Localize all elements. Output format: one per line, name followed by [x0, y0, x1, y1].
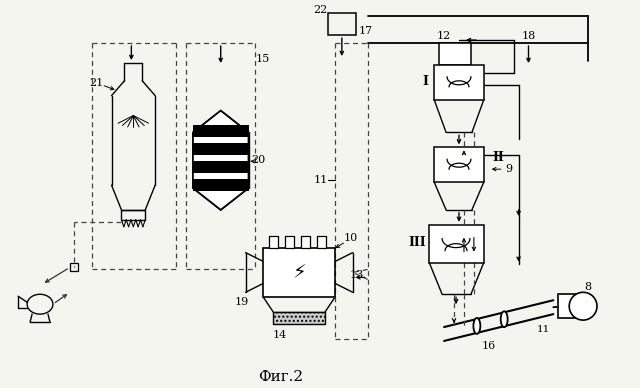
- Bar: [439, 43, 471, 65]
- Text: II: II: [493, 151, 504, 164]
- Text: ⚡: ⚡: [292, 263, 306, 282]
- Text: 11: 11: [314, 175, 328, 185]
- Text: 20: 20: [252, 155, 266, 165]
- Text: 18: 18: [522, 31, 536, 41]
- Bar: [285, 236, 294, 248]
- Bar: [301, 236, 310, 248]
- Text: 12: 12: [437, 31, 451, 41]
- Bar: [193, 179, 248, 191]
- Bar: [317, 236, 326, 248]
- Bar: [122, 210, 145, 220]
- Bar: [434, 147, 484, 182]
- Text: 21: 21: [90, 78, 104, 88]
- Text: 16: 16: [482, 341, 496, 351]
- Bar: [269, 236, 278, 248]
- Text: Фиг.2: Фиг.2: [258, 370, 303, 384]
- Bar: [273, 312, 325, 324]
- Text: 9: 9: [505, 164, 512, 174]
- Polygon shape: [193, 111, 248, 210]
- Text: 22: 22: [313, 5, 327, 15]
- Text: III: III: [408, 236, 426, 249]
- Text: 15: 15: [255, 54, 269, 64]
- Text: 13: 13: [349, 270, 364, 281]
- Bar: [193, 161, 248, 173]
- Bar: [434, 65, 484, 100]
- Bar: [193, 125, 248, 137]
- Bar: [558, 294, 588, 318]
- Bar: [328, 13, 356, 35]
- Bar: [70, 263, 77, 272]
- Text: I: I: [422, 75, 428, 88]
- Text: 14: 14: [272, 330, 287, 340]
- Text: 11: 11: [537, 324, 550, 334]
- Text: 10: 10: [344, 233, 358, 242]
- Ellipse shape: [500, 311, 508, 327]
- Bar: [193, 143, 248, 155]
- Ellipse shape: [474, 318, 481, 334]
- Text: 19: 19: [234, 297, 249, 307]
- Text: 17: 17: [358, 26, 372, 36]
- Text: 8: 8: [584, 282, 591, 292]
- Circle shape: [569, 292, 597, 320]
- Bar: [429, 225, 484, 263]
- Bar: [264, 248, 335, 297]
